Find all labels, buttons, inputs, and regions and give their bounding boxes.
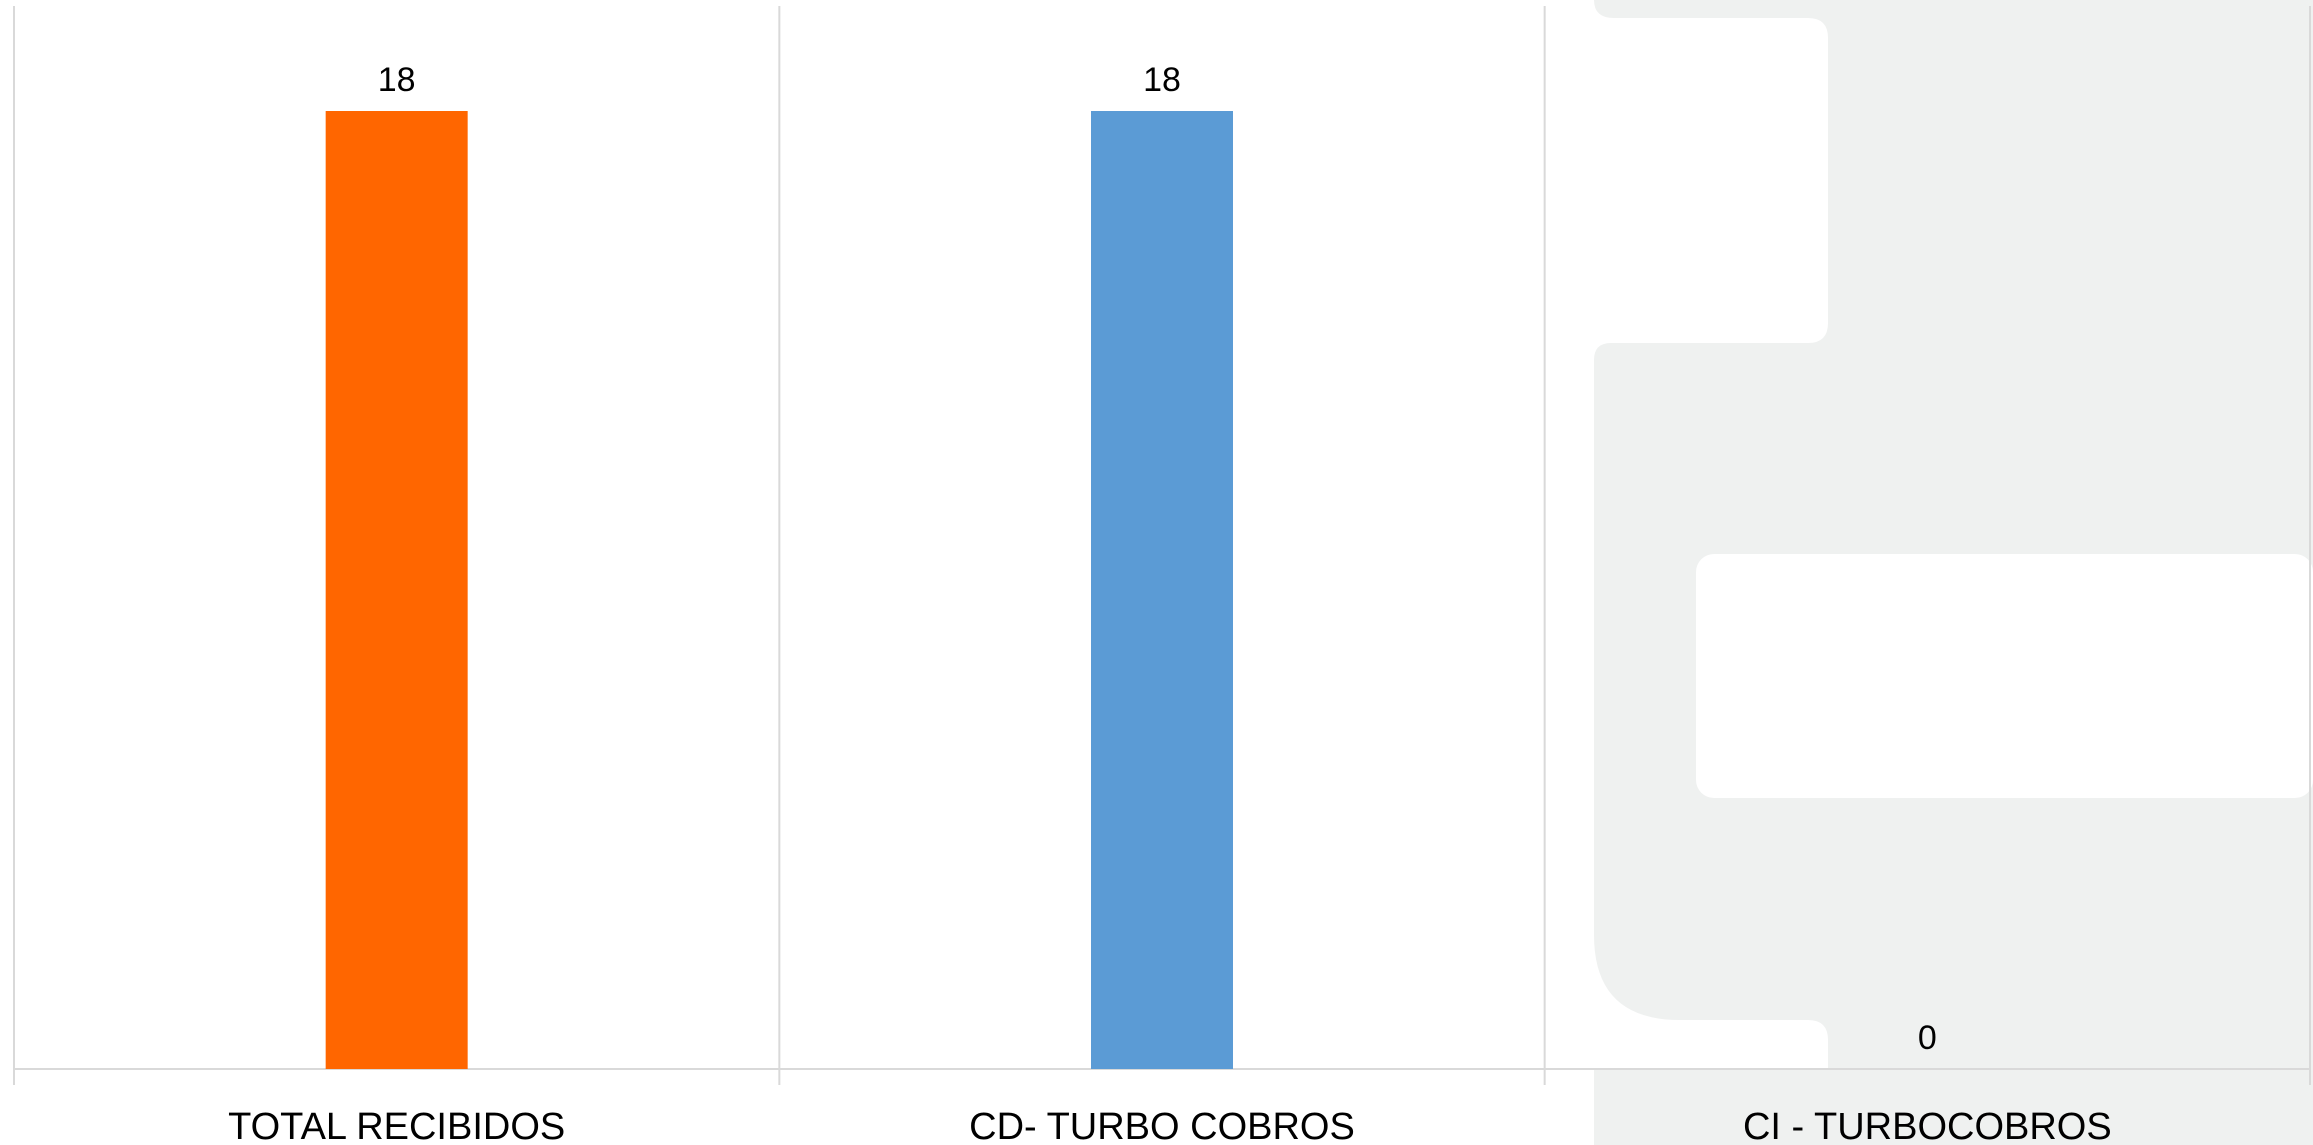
background-watermark bbox=[1594, 0, 2313, 1145]
x-tick-label: CI - TURBOCOBROS bbox=[1743, 1106, 2112, 1145]
bar bbox=[1091, 111, 1233, 1069]
plot-area: 18 TOTAL RECIBIDOS 18 CD- TURBO COBROS 0 CI -… bbox=[13, 6, 2311, 1145]
data-label: 18 bbox=[378, 61, 416, 99]
data-label: 0 bbox=[1918, 1019, 1937, 1057]
x-tick-label: TOTAL RECIBIDOS bbox=[228, 1106, 565, 1145]
data-label: 18 bbox=[1143, 61, 1181, 99]
x-tick-label: CD- TURBO COBROS bbox=[969, 1106, 1355, 1145]
bar bbox=[325, 111, 468, 1069]
